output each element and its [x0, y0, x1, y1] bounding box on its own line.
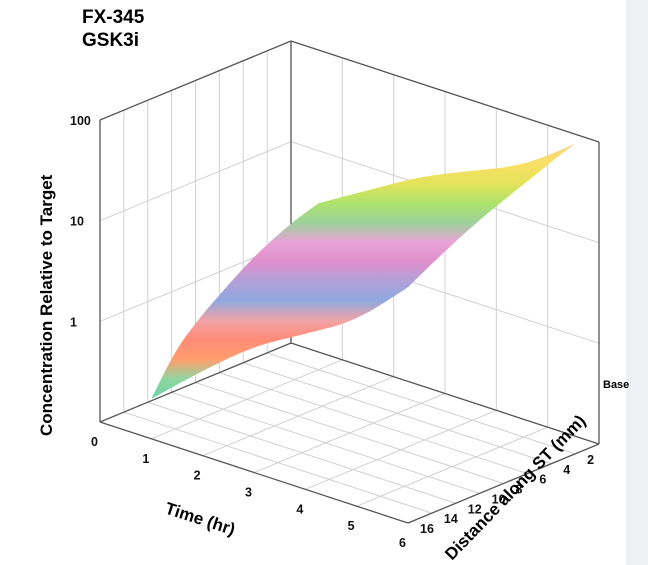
left-wall-gridline: [99, 141, 292, 222]
x-tick-label: 3: [245, 486, 252, 500]
surface-mesh: [151, 143, 576, 399]
z-axis-label: Concentration Relative to Target: [37, 174, 56, 436]
floor-gridline: [147, 401, 456, 504]
y-tick-label: 8: [516, 483, 523, 497]
x-axis-ticks: 0 1 2 3 4 5 6: [91, 435, 406, 550]
x-tick-label: 6: [399, 536, 406, 550]
floor-gridline: [195, 382, 504, 484]
x-tick-label: 1: [142, 452, 149, 466]
floor-gridline: [123, 411, 433, 514]
frame-edge: [290, 342, 600, 445]
x-tick-label: 2: [194, 469, 201, 483]
y-tick-label: 4: [563, 463, 570, 477]
floor-gridline: [171, 391, 480, 494]
chart-title: FX-345 GSK3i: [82, 6, 144, 52]
z-tick-label: 100: [70, 114, 91, 128]
frame-edge: [99, 342, 292, 423]
chart-title-line-1: FX-345: [82, 7, 145, 28]
y-tick-label: 14: [444, 512, 458, 526]
floor-grid: [123, 352, 576, 514]
x-tick-label: 4: [296, 502, 303, 516]
floor-gridline: [243, 362, 552, 465]
floor-gridline: [219, 372, 528, 475]
frame-edge: [407, 443, 600, 524]
base-annotation: Base: [603, 379, 629, 391]
y-tick-label: 16: [420, 522, 434, 536]
x-axis-label: Time (hr): [163, 499, 238, 539]
y-tick-label: 10: [492, 492, 506, 506]
z-tick-label: 10: [70, 215, 84, 229]
frame-edge: [99, 421, 409, 524]
frame-edge: [99, 40, 292, 121]
floor-gridline: [266, 352, 576, 455]
z-tick-label: 1: [70, 315, 77, 329]
window-edge-strip: [626, 0, 648, 565]
y-tick-label: 12: [468, 502, 482, 516]
frame-edge: [290, 40, 600, 143]
y-axis-ticks: 2 4 6 8 10 12 14 16: [420, 453, 594, 536]
x-tick-label: 0: [91, 435, 98, 449]
x-tick-label: 5: [348, 519, 355, 533]
y-tick-label: 2: [587, 453, 594, 467]
y-tick-label: 6: [539, 473, 546, 487]
z-axis-ticks: 1 10 100: [70, 114, 91, 329]
chart-title-line-2: GSK3i: [82, 30, 140, 51]
